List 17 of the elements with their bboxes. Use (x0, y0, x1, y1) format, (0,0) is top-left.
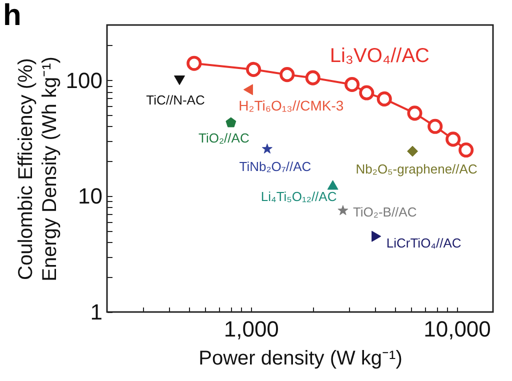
series-label: TiNb₂O₇//AC (239, 159, 312, 174)
y-tick-label: 100 (66, 68, 102, 93)
y-tick-label: 10 (78, 184, 102, 209)
series-label: Li₄Ti₅O₁₂//AC (260, 188, 337, 204)
series-label: Li₃VO₄//AC (330, 44, 430, 67)
series-label: TiO₂//AC (198, 130, 250, 146)
x-tick-label: 1,000 (224, 316, 279, 342)
series-label: H₂Ti₆O₁₃//CMK-3 (238, 98, 344, 114)
series-label: Nb₂O₅-graphene//AC (356, 161, 478, 176)
x-tick-label: 10,000 (424, 316, 491, 342)
series-label: TiO₂-B//AC (352, 204, 417, 220)
series-label: LiCrTiO₄//AC (386, 235, 462, 250)
x-axis-title: Power density (W kg⁻¹) (198, 348, 402, 370)
y-tick-label: 1 (90, 300, 102, 324)
y-axis-title: Coulombic Efficiency (%) Energy Density (Wh kg⁻¹) (14, 56, 61, 282)
series-label: TiC//N-AC (146, 92, 205, 108)
chart-title: h (3, 0, 22, 32)
